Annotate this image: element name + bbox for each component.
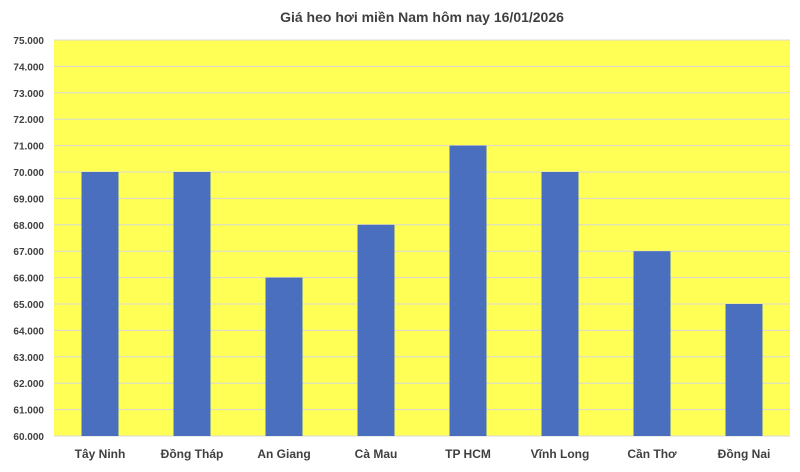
x-tick-label: Đồng Tháp — [161, 447, 224, 461]
y-axis-ticks: 60.000 61.000 62.000 63.000 64.000 65.000 66.0… — [13, 36, 44, 443]
x-tick-label: Vĩnh Long — [531, 447, 590, 461]
bars — [81, 145, 763, 436]
y-tick-label: 62.000 — [13, 379, 44, 390]
bar — [725, 304, 763, 436]
x-axis-labels: Tây Ninh Đồng Tháp An Giang Cà Mau TP HCM Vĩn… — [75, 447, 771, 461]
bar — [81, 172, 119, 436]
x-tick-label: Tây Ninh — [75, 447, 126, 461]
y-tick-label: 69.000 — [13, 194, 44, 205]
y-tick-label: 75.000 — [13, 36, 44, 47]
y-tick-label: 66.000 — [13, 274, 44, 285]
bar — [449, 145, 487, 436]
bar — [265, 277, 303, 436]
y-tick-label: 64.000 — [13, 326, 44, 337]
x-tick-label: Cần Thơ — [627, 447, 677, 461]
y-tick-label: 74.000 — [13, 62, 44, 73]
x-tick-label: An Giang — [257, 447, 310, 461]
chart-title: Giá heo hơi miền Nam hôm nay 16/01/2026 — [280, 9, 564, 25]
x-tick-label: Cà Mau — [355, 447, 398, 461]
y-tick-label: 63.000 — [13, 353, 44, 364]
y-tick-label: 73.000 — [13, 89, 44, 100]
bar — [357, 224, 395, 436]
y-tick-label: 60.000 — [13, 432, 44, 443]
y-tick-label: 68.000 — [13, 221, 44, 232]
y-tick-label: 61.000 — [13, 406, 44, 417]
y-tick-label: 65.000 — [13, 300, 44, 311]
y-tick-label: 70.000 — [13, 168, 44, 179]
bar — [541, 172, 579, 436]
y-tick-label: 72.000 — [13, 115, 44, 126]
y-tick-label: 67.000 — [13, 247, 44, 258]
bar — [173, 172, 211, 436]
x-tick-label: Đồng Nai — [718, 447, 771, 461]
y-tick-label: 71.000 — [13, 142, 44, 153]
bar — [633, 251, 671, 436]
x-tick-label: TP HCM — [445, 447, 491, 461]
plot-area — [54, 40, 790, 436]
